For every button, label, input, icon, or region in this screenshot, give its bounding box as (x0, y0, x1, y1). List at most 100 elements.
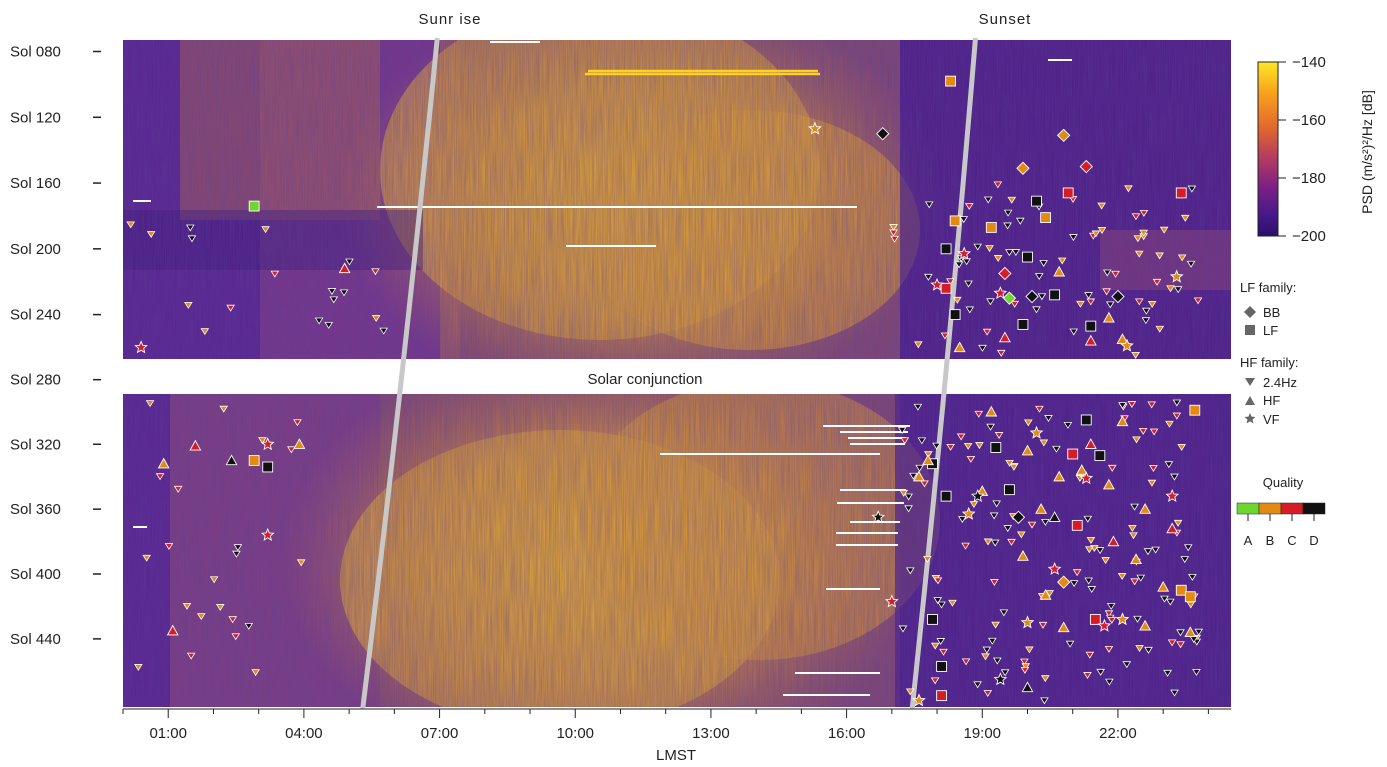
event-2p4hz-marker (1107, 464, 1117, 472)
event-2p4hz-marker (915, 464, 924, 472)
y-axis: Sol 080 Sol 120 Sol 160 Sol 200 Sol 240 Sol 2… (10, 44, 101, 648)
event-2p4hz-marker (258, 437, 267, 445)
event-2p4hz-marker (973, 681, 982, 689)
event-star-marker (930, 277, 944, 291)
legend-hf-label: HF (1263, 393, 1280, 408)
event-square-marker (927, 614, 938, 625)
event-2p4hz-marker (1005, 249, 1014, 257)
event-2p4hz-marker (917, 437, 927, 445)
y-tick-label: Sol 400 (10, 566, 61, 583)
event-2p4hz-marker (940, 332, 950, 340)
event-square-marker (1189, 404, 1201, 416)
event-2p4hz-marker (1007, 538, 1016, 546)
event-2p4hz-marker (1083, 672, 1092, 679)
legend-hf-item: HF (1245, 393, 1280, 408)
event-star-marker (961, 506, 976, 520)
event-triangle-up-marker (1017, 550, 1029, 561)
event-2p4hz-marker (173, 485, 183, 493)
event-2p4hz-marker (126, 221, 136, 229)
event-2p4hz-marker (1180, 214, 1190, 222)
event-diamond-marker (1002, 291, 1017, 305)
event-2p4hz-marker (959, 216, 969, 224)
legend-bb-item: BB (1244, 305, 1280, 320)
event-2p4hz-marker (962, 258, 971, 266)
event-2p4hz-marker (974, 410, 984, 418)
event-star-marker (1079, 471, 1094, 485)
x-tick-label: 04:00 (285, 725, 323, 742)
event-2p4hz-marker (1132, 436, 1141, 444)
event-2p4hz-marker (1101, 557, 1110, 565)
event-2p4hz-marker (327, 288, 337, 295)
event-2p4hz-marker (1107, 616, 1117, 624)
event-2p4hz-marker (186, 652, 196, 660)
event-2p4hz-marker (1164, 461, 1174, 469)
event-2p4hz-marker (1035, 405, 1044, 413)
event-triangle-up-marker (912, 470, 925, 482)
event-2p4hz-marker (329, 296, 339, 304)
event-2p4hz-marker (1052, 445, 1061, 453)
event-2p4hz-marker (1015, 217, 1025, 225)
event-2p4hz-marker (946, 278, 955, 286)
y-tick-label: Sol 080 (10, 44, 61, 61)
event-2p4hz-marker (1097, 202, 1106, 210)
event-2p4hz-marker (993, 657, 1002, 665)
heatmap-bottom-panel (123, 394, 1231, 707)
colorbar-tick-label: −200 (1292, 228, 1326, 245)
legend-lf-title: LF family: (1240, 280, 1296, 295)
event-2p4hz-marker (1097, 227, 1107, 234)
event-diamond-marker (1025, 289, 1039, 304)
event-star-marker (871, 510, 886, 524)
event-2p4hz-marker (1147, 479, 1157, 487)
y-tick-label: Sol 160 (10, 175, 61, 192)
event-2p4hz-marker (339, 289, 349, 297)
event-2p4hz-marker (134, 664, 143, 671)
event-2p4hz-marker (1134, 250, 1144, 258)
event-2p4hz-marker (1160, 595, 1169, 603)
event-star-marker (1047, 561, 1062, 575)
solar-conjunction-label: Solar conjunction (587, 371, 702, 388)
legend-vf-item: VF (1244, 412, 1280, 427)
event-2p4hz-marker (924, 273, 933, 281)
event-square-marker (1049, 289, 1061, 301)
event-2p4hz-marker (990, 539, 1000, 547)
event-2p4hz-marker (1147, 301, 1157, 308)
event-square-marker (990, 442, 1002, 453)
quality-swatch (1236, 502, 1260, 515)
event-2p4hz-marker (1155, 325, 1165, 333)
event-2p4hz-marker (200, 328, 210, 336)
event-triangle-up-marker (189, 439, 202, 451)
event-square-marker (262, 461, 274, 473)
event-2p4hz-marker (1034, 273, 1044, 280)
event-square-marker (940, 243, 952, 255)
event-2p4hz-marker (933, 597, 943, 605)
small-event-markers (126, 181, 1204, 705)
event-2p4hz-marker (1170, 473, 1179, 481)
event-2p4hz-marker (898, 625, 908, 633)
event-2p4hz-marker (1165, 420, 1174, 428)
event-2p4hz-marker (1136, 574, 1146, 582)
event-2p4hz-marker (1152, 278, 1162, 286)
event-star-marker (1097, 618, 1112, 632)
event-2p4hz-marker (961, 658, 971, 666)
quality-swatch (1258, 502, 1282, 515)
event-2p4hz-marker (231, 633, 241, 641)
event-2p4hz-marker (1183, 544, 1193, 552)
quality-label: A (1244, 533, 1253, 548)
event-2p4hz-marker (1143, 548, 1153, 556)
event-diamond-marker (1016, 161, 1030, 175)
event-2p4hz-marker (889, 224, 898, 231)
event-2p4hz-marker (146, 231, 156, 239)
event-square-marker (1031, 195, 1042, 207)
sunset-label: Sunset (979, 11, 1032, 28)
event-2p4hz-marker (965, 306, 975, 314)
event-2p4hz-marker (993, 181, 1003, 189)
sunset-line (909, 37, 978, 710)
event-star-marker (993, 286, 1008, 300)
event-2p4hz-marker (905, 688, 915, 696)
event-2p4hz-marker (1111, 270, 1120, 278)
event-2p4hz-marker (1041, 518, 1050, 526)
event-2p4hz-marker (989, 512, 999, 520)
event-triangle-up-marker (922, 454, 934, 466)
legend-lf-item: LF (1245, 323, 1278, 338)
event-square-marker (1094, 450, 1106, 462)
